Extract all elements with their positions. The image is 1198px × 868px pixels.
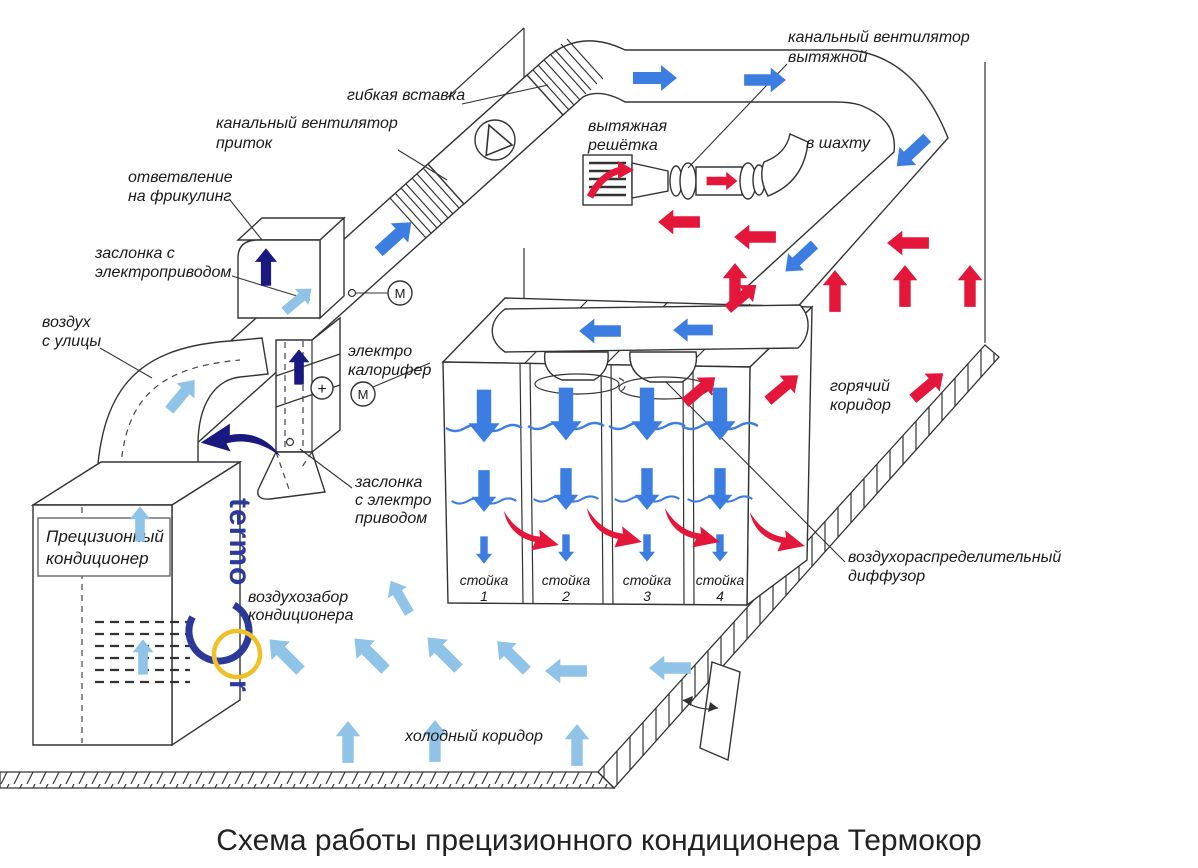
label-heater-line1: электро (348, 343, 412, 360)
label-hot-aisle-line2: коридор (830, 397, 891, 414)
label-street-air-line1: воздух (42, 314, 92, 331)
logo-text-r: r (223, 680, 256, 693)
flexible-insert-pleats-lower (389, 163, 465, 239)
underfloor-boot (257, 451, 326, 500)
logo-o-glyph (211, 628, 263, 680)
label-flexible-insert: гибкая вставка (347, 87, 465, 104)
airflow-arrows (129, 65, 983, 766)
rack3-num: 3 (643, 588, 651, 604)
rack1-num: 1 (480, 588, 488, 604)
label-damper-line2: электроприводом (95, 264, 231, 281)
rack-labels: стойка 1 стойка 2 стойка 3 стойка 4 (460, 572, 745, 604)
label-intake-line2: кондиционера (248, 607, 354, 624)
label-diffuser-line1: воздухораспределительный (848, 549, 1061, 566)
label-cold-aisle: холодный коридор (404, 728, 543, 745)
label-freecooling-line2: на фрикулинг (128, 188, 231, 205)
diagram-title: Схема работы прецизионного кондиционера … (216, 824, 981, 857)
label-hot-aisle-line1: горячий (830, 378, 890, 395)
rack2-word: стойка (542, 572, 591, 588)
heater-plus-text: + (317, 381, 326, 398)
heater-plus-symbol: + (310, 376, 334, 400)
rack3-word: стойка (623, 572, 672, 588)
label-supply-fan-line1: канальный вентилятор (216, 115, 398, 132)
precision-conditioner-unit: Прецизионный кондиционер termo r (30, 460, 263, 747)
label-freecooling-line1: ответвление (128, 169, 233, 186)
motor2-text: M (358, 387, 369, 402)
label-heater-line2: калорифер (348, 362, 431, 379)
label-damper-lower-line3: приводом (355, 510, 427, 527)
label-to-shaft: в шахту (806, 135, 871, 152)
label-street-air-line2: с улицы (42, 333, 101, 350)
heater-motor-symbol: M (350, 381, 376, 407)
damper-axis-dot (285, 437, 295, 447)
exhaust-duct-hook (761, 133, 809, 197)
label-damper-line1: заслонка с (94, 245, 175, 262)
label-diffuser-line2: диффузор (848, 568, 925, 585)
rack4-num: 4 (716, 588, 724, 604)
diagram-labels: канальный вентилятор вытяжной гибкая вст… (42, 29, 1061, 745)
rack-top-duct (491, 304, 809, 400)
motor1-text: M (395, 286, 406, 301)
damper-motor-symbol: M (387, 280, 413, 306)
label-intake-line1: воздухозабор (248, 589, 348, 606)
termocor-logo: termo r (185, 498, 263, 693)
label-grille-line2: решётка (587, 137, 658, 154)
unit-name-line2: кондиционер (46, 549, 149, 568)
label-exhaust-fan-line1: канальный вентилятор (788, 29, 970, 46)
lifted-floor-tile (682, 661, 741, 762)
label-supply-fan-line2: приток (216, 135, 274, 152)
label-grille-line1: вытяжная (588, 118, 668, 135)
unit-nameplate (37, 517, 171, 577)
logo-c-glyph (185, 597, 253, 665)
label-damper-lower-line2: с электро (355, 492, 432, 509)
supply-fan-icon (474, 119, 516, 161)
label-exhaust-fan-line2: вытяжной (788, 49, 868, 66)
floor-front-hatched-strip (0, 771, 616, 789)
logo-text-termo: termo (223, 498, 256, 586)
exhaust-fan-body (679, 162, 697, 200)
damper-actuator-dot (347, 288, 357, 298)
air-diffuser-domes (534, 351, 716, 400)
unit-name-line1: Прецизионный (46, 527, 164, 546)
damper-heater-column: M + M (257, 280, 431, 500)
hot-air-arrows (497, 161, 983, 556)
rack1-word: стойка (460, 572, 509, 588)
rack2-num: 2 (561, 588, 570, 604)
rack4-word: стойка (696, 572, 745, 588)
label-damper-lower-line1: заслонка (354, 474, 422, 491)
